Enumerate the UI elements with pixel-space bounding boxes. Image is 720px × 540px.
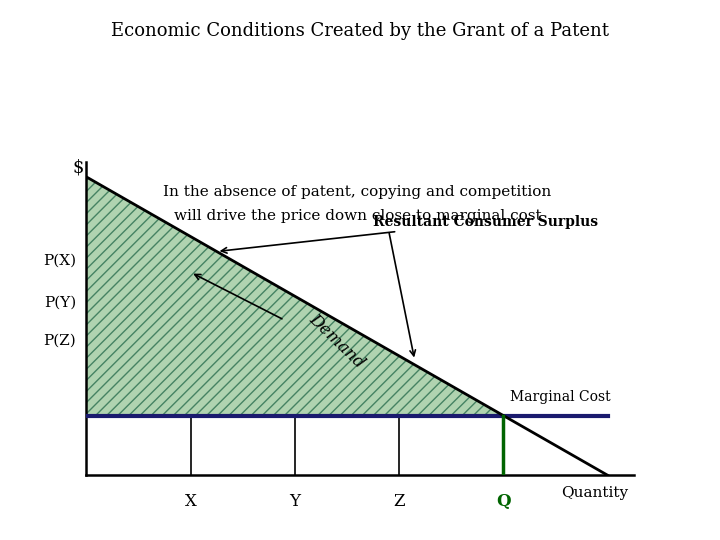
Text: $: $: [73, 159, 84, 177]
Text: will drive the price down close to marginal cost: will drive the price down close to margi…: [174, 208, 541, 222]
Text: P(Y): P(Y): [44, 295, 76, 309]
Text: Y: Y: [289, 493, 300, 510]
Text: Resultant Consumer Surplus: Resultant Consumer Surplus: [221, 215, 598, 253]
Text: Z: Z: [393, 493, 405, 510]
Text: Q: Q: [496, 493, 510, 510]
Text: Marginal Cost: Marginal Cost: [510, 390, 611, 403]
Polygon shape: [86, 177, 503, 416]
Text: Demand: Demand: [305, 310, 368, 372]
Text: P(Z): P(Z): [43, 334, 76, 348]
Text: In the absence of patent, copying and competition: In the absence of patent, copying and co…: [163, 185, 552, 199]
Text: Quantity: Quantity: [562, 486, 629, 500]
Text: X: X: [185, 493, 197, 510]
Text: Economic Conditions Created by the Grant of a Patent: Economic Conditions Created by the Grant…: [111, 22, 609, 39]
Text: P(X): P(X): [43, 253, 76, 267]
